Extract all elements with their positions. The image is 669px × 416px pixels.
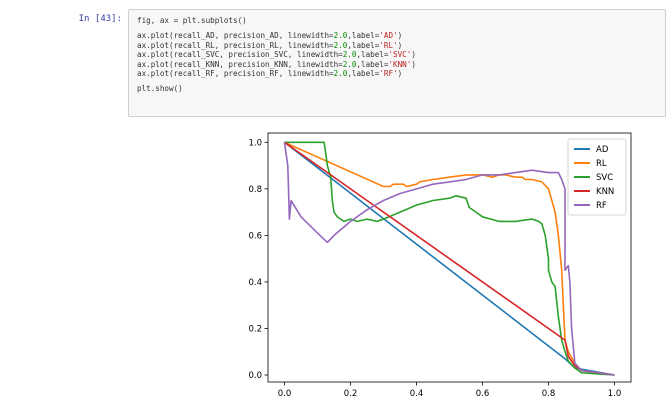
code-token: plt.show(): [137, 84, 183, 94]
code-line: ax.plot(recall_RF, precision_RF, linewid…: [137, 69, 657, 78]
code-line: ax.plot(recall_RL, precision_RL, linewid…: [137, 41, 657, 50]
x-tick-label: 1.0: [608, 389, 622, 399]
code-line: ax.plot(recall_KNN, precision_KNN, linew…: [137, 60, 657, 69]
legend-label-ad: AD: [596, 145, 609, 155]
code-token: ,label=: [347, 68, 380, 78]
cell-output: 0.0 0.2 0.4 0.6 0.8 1.0 0.0 0.2 0.4 0.6 0.8 1.0 AD R…: [128, 124, 666, 411]
code-token: 2.0: [333, 40, 348, 50]
code-token: ,label=: [356, 50, 389, 60]
code-line: fig, ax = plt.subplots(): [137, 16, 657, 25]
code-token: 2.0: [333, 68, 348, 78]
code-token: ax.plot(recall_RL, precision_RL, linewid…: [137, 40, 334, 50]
precision-recall-chart: 0.0 0.2 0.4 0.6 0.8 1.0 0.0 0.2 0.4 0.6 0.8 1.0 AD R…: [248, 132, 632, 399]
code-token: 2.0: [333, 31, 348, 41]
series-line-rf: [283, 142, 615, 376]
x-tick-label: 0.4: [410, 389, 424, 399]
code-token: ax.plot(recall_AD, precision_AD, linewid…: [137, 31, 334, 41]
legend-label-svc: SVC: [596, 173, 613, 183]
y-tick-label: 0.0: [248, 371, 262, 381]
code-editor[interactable]: fig, ax = plt.subplots() ax.plot(recall_A…: [129, 10, 665, 100]
code-token: 'RF': [379, 68, 398, 78]
code-token: ): [411, 50, 416, 60]
series-line-svc: [284, 141, 615, 376]
y-tick-label: 1.0: [248, 138, 262, 148]
legend-box: [567, 138, 627, 216]
axes-frame: [267, 132, 632, 383]
y-tick-label: 0.4: [248, 278, 262, 288]
y-tick-label: 0.8: [248, 185, 262, 195]
code-token: ax.plot(recall_KNN, precision_KNN, linew…: [137, 59, 343, 69]
code-token: ,label=: [347, 40, 380, 50]
x-tick-label: 0.2: [344, 389, 358, 399]
code-line: ax.plot(recall_SVC, precision_SVC, linew…: [137, 50, 657, 59]
code-line: plt.show(): [137, 84, 657, 93]
code-cell-input[interactable]: fig, ax = plt.subplots() ax.plot(recall_A…: [128, 9, 666, 117]
code-token: 'SVC': [388, 50, 412, 60]
y-tick-label: 0.6: [248, 231, 262, 241]
axis-ticks: 0.0 0.2 0.4 0.6 0.8 1.0 0.0 0.2 0.4 0.6 0.8 1.0: [248, 138, 621, 399]
code-token: fig, ax = plt.subplots(): [137, 16, 247, 25]
code-token: ax.plot(recall_SVC, precision_SVC, linew…: [137, 50, 343, 60]
code-token: ): [397, 31, 403, 41]
x-tick-label: 0.6: [476, 389, 490, 399]
code-token: ,label=: [347, 31, 380, 41]
code-line: ax.plot(recall_AD, precision_AD, linewid…: [137, 31, 657, 40]
legend: AD RL SVC KNN RF: [567, 138, 627, 216]
code-token: 2.0: [342, 59, 357, 69]
legend-label-rl: RL: [596, 159, 607, 169]
code-token: ax.plot(recall_RF, precision_RF, linewid…: [137, 68, 334, 78]
code-token: ): [397, 40, 403, 50]
x-tick-label: 0.0: [278, 389, 292, 399]
code-token: 'KNN': [388, 59, 412, 69]
x-tick-label: 0.8: [542, 389, 556, 399]
plot-area: [283, 141, 615, 376]
series-line-rl: [284, 141, 615, 376]
legend-label-knn: KNN: [596, 187, 614, 197]
code-token: ): [411, 59, 416, 69]
legend-label-rf: RF: [596, 201, 607, 211]
code-token: 2.0: [342, 50, 357, 60]
y-tick-label: 0.2: [248, 324, 262, 334]
code-token: ,label=: [356, 59, 389, 69]
code-token: 'AD': [379, 31, 398, 41]
code-token: ): [397, 68, 403, 78]
cell-prompt: In [43]:: [78, 14, 122, 24]
code-token: 'RL': [379, 40, 398, 50]
